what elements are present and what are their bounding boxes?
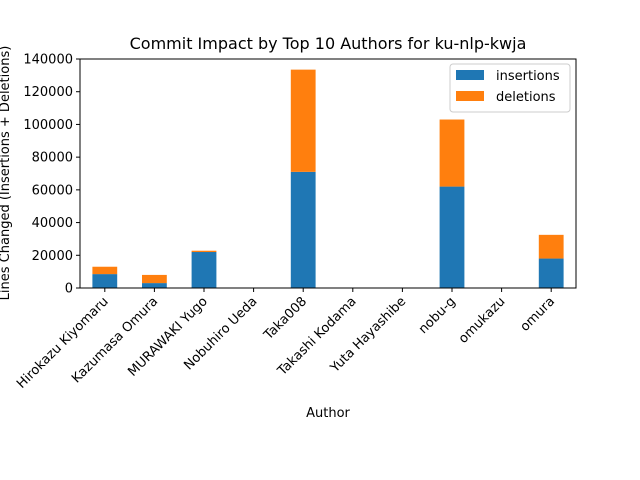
y-tick-label: 40000 — [32, 216, 73, 231]
bars-layer — [92, 69, 564, 288]
bar-deletions — [191, 250, 217, 253]
y-tick-label: 60000 — [32, 183, 73, 198]
bar-deletions — [439, 119, 465, 187]
legend-swatch-deletions — [456, 91, 484, 101]
chart-title: Commit Impact by Top 10 Authors for ku-n… — [130, 34, 527, 53]
bar-deletions — [92, 266, 118, 275]
bar-insertions — [92, 274, 118, 288]
y-tick-label: 0 — [65, 282, 73, 297]
bar-deletions — [290, 69, 316, 172]
y-axis: 0 20000 40000 60000 80000 100000 120000 140000 — [23, 53, 80, 297]
y-tick-label: 100000 — [23, 118, 73, 133]
y-tick-label: 20000 — [32, 249, 73, 264]
bar-insertions — [439, 186, 465, 288]
y-tick-label: 140000 — [23, 53, 73, 68]
legend-swatch-insertions — [456, 70, 484, 80]
y-tick-label: 80000 — [32, 151, 73, 166]
legend-label-insertions: insertions — [496, 69, 560, 84]
bar-insertions — [191, 252, 217, 288]
legend-label-deletions: deletions — [496, 90, 556, 105]
legend: insertions deletions — [449, 63, 571, 113]
y-tick-label: 120000 — [23, 85, 73, 100]
plot-frame — [79, 58, 577, 289]
bar-insertions — [538, 258, 564, 288]
bar-insertions — [142, 283, 167, 288]
x-axis-label: Author — [306, 406, 350, 421]
y-axis-label: Lines Changed (Insertions + Deletions) — [0, 46, 13, 301]
bar-deletions — [142, 274, 167, 284]
bar-insertions — [290, 171, 316, 288]
bar-deletions — [538, 234, 564, 259]
